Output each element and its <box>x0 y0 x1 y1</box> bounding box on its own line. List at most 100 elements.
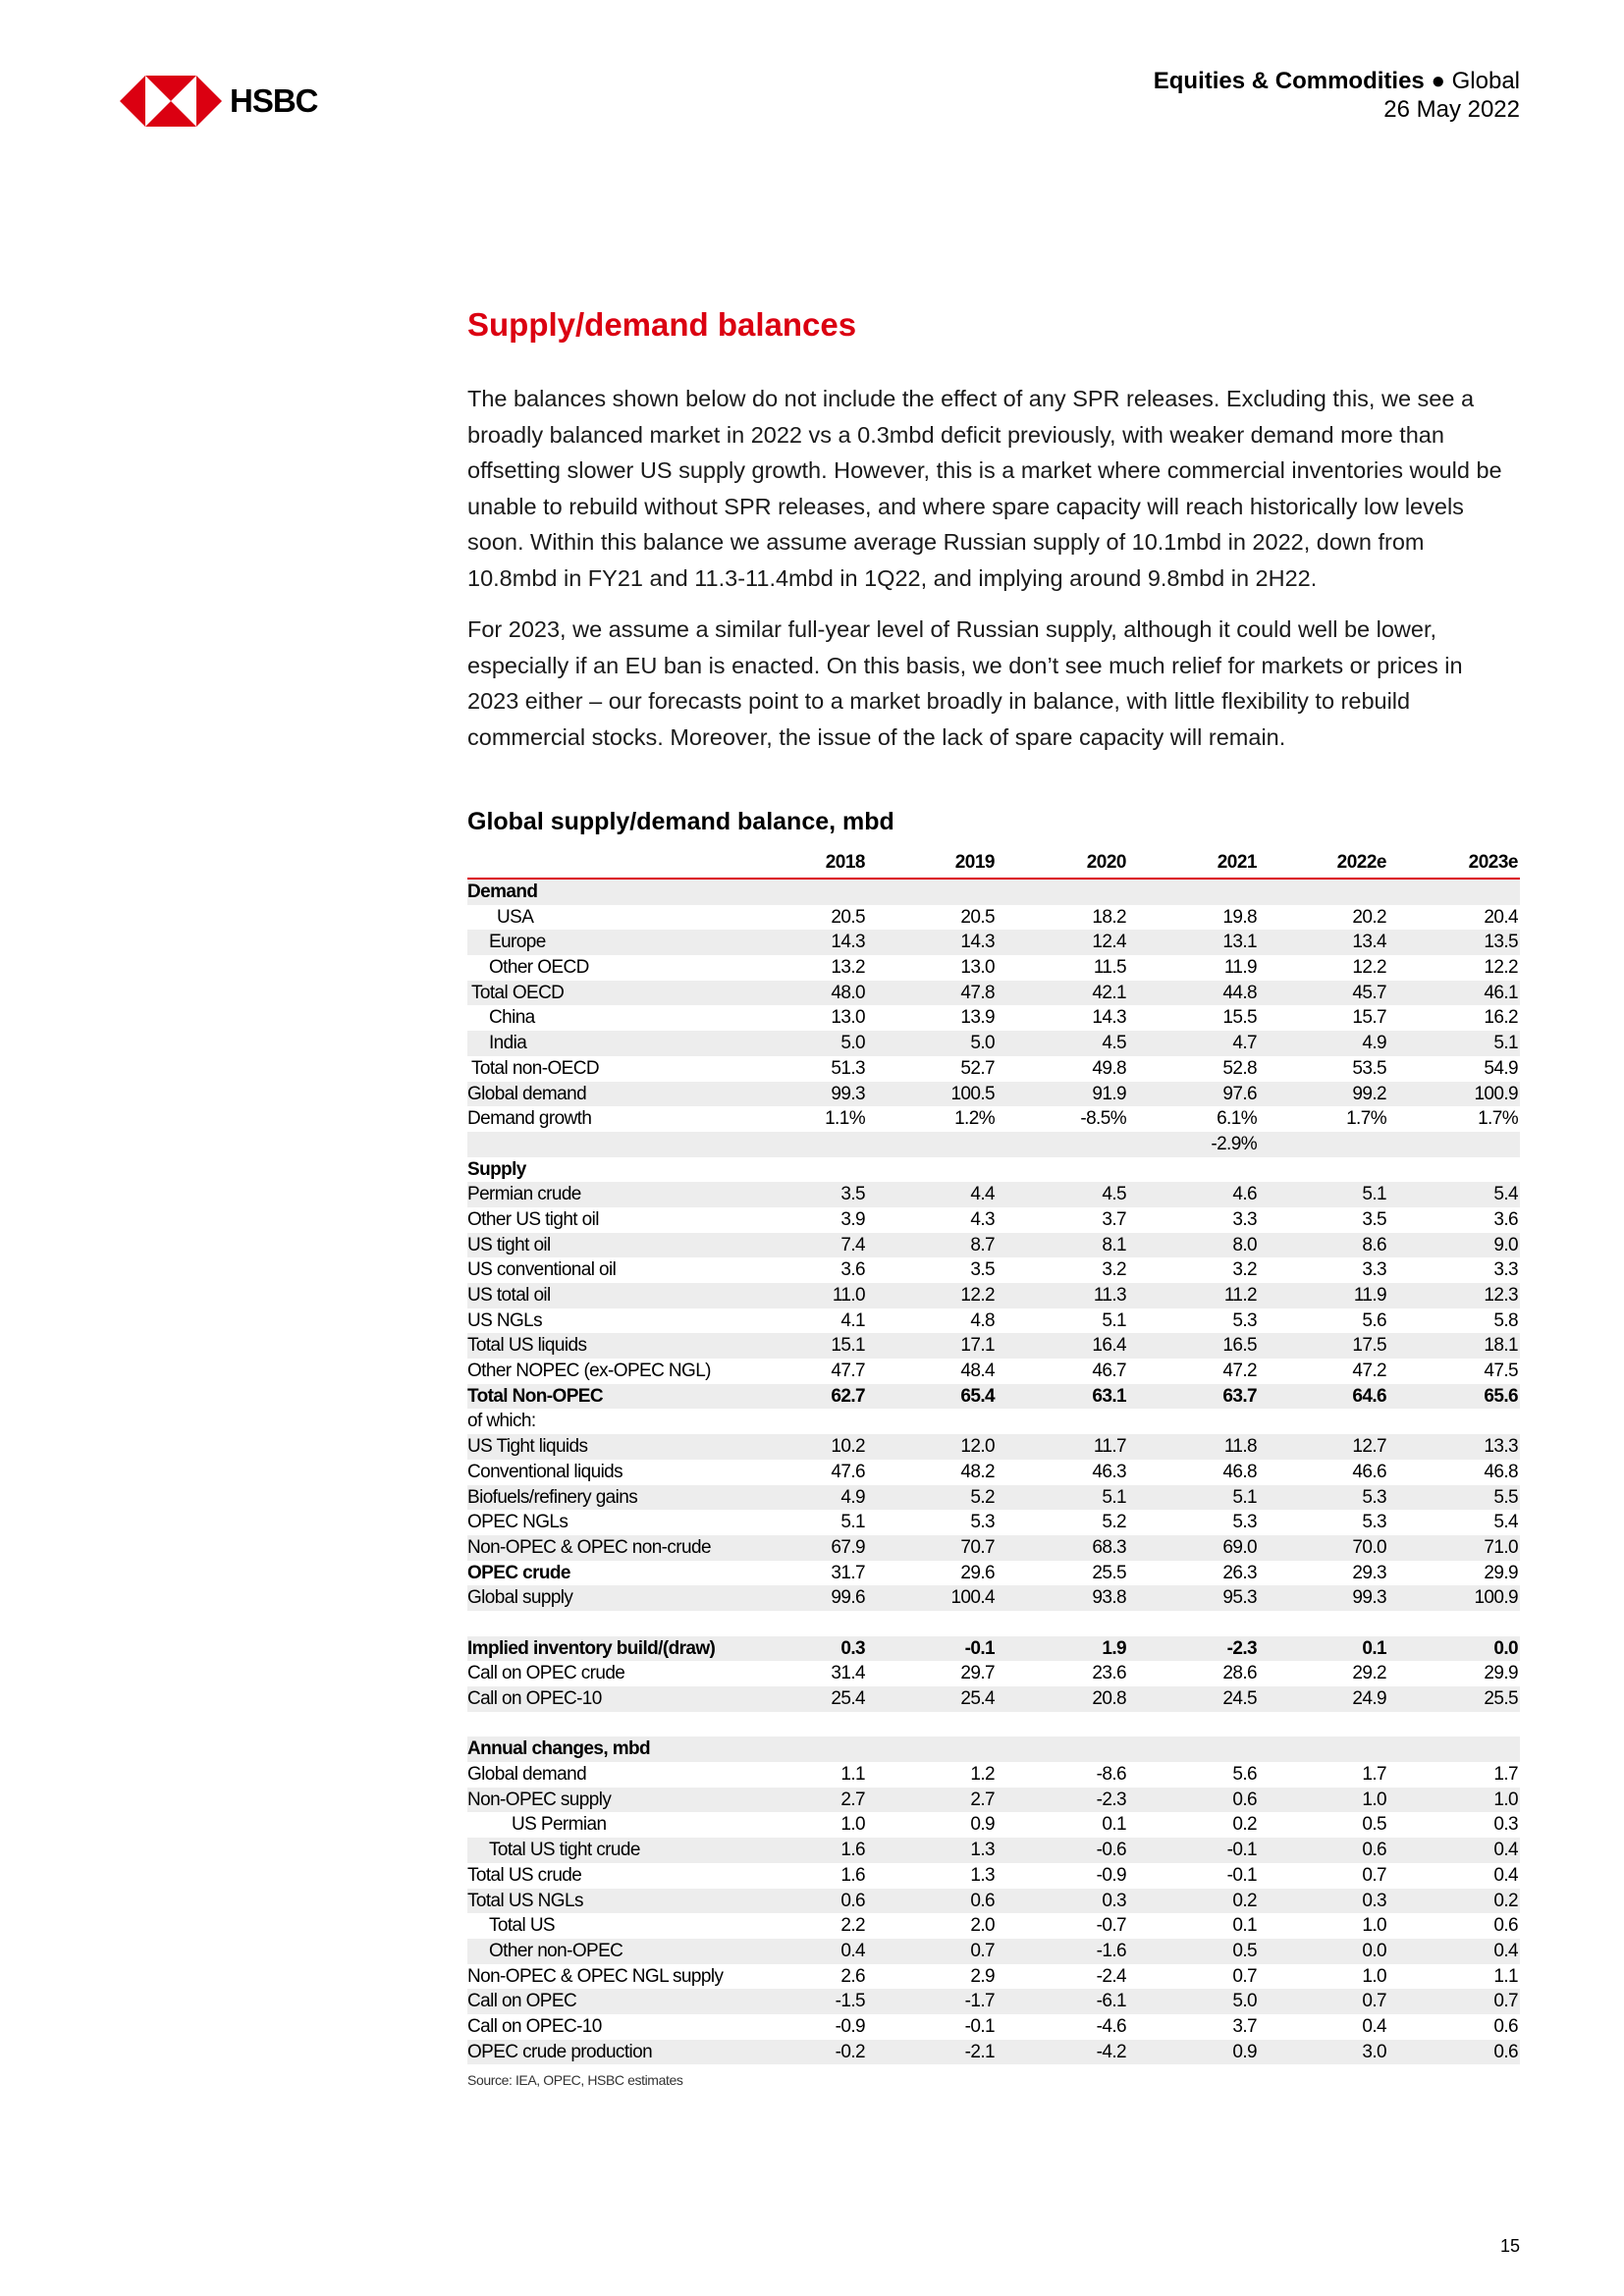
cell-value: 99.3 <box>1352 1587 1386 1609</box>
cell-value: 11.3 <box>1093 1285 1127 1306</box>
region-label: Global <box>1451 68 1520 94</box>
row-label: US tight oil <box>467 1234 551 1255</box>
cell-value: -6.1 <box>1096 1991 1127 2012</box>
table-row: Total Non-OPEC 62.7 65.4 63.1 63.7 64.6 65.6 <box>467 1383 1520 1410</box>
cell-value: 25.4 <box>831 1688 865 1709</box>
row-label: Biofuels/refinery gains <box>467 1486 638 1508</box>
cell-value: -4.2 <box>1096 2041 1127 2062</box>
cell-value: 4.9 <box>840 1486 865 1508</box>
cell-value: -1.7 <box>964 1991 996 2012</box>
cell-value: 48.2 <box>960 1461 995 1482</box>
cell-value: 6.1% <box>1217 1108 1258 1130</box>
cell-value: 1.1 <box>1493 1965 1518 1987</box>
cell-value: 8.0 <box>1232 1234 1257 1255</box>
cell-value: 5.0 <box>840 1033 865 1054</box>
cell-value: 29.9 <box>1484 1562 1518 1583</box>
row-label: China <box>489 1007 535 1029</box>
cell-value: 16.2 <box>1484 1007 1518 1029</box>
table-header: 2018 2019 2020 2021 2022e 2023e <box>467 850 1520 881</box>
cell-value: 3.3 <box>1362 1259 1386 1281</box>
cell-value: 49.8 <box>1092 1057 1126 1079</box>
cell-value: 47.2 <box>1222 1361 1257 1382</box>
table-row: Call on OPEC crude 31.4 29.7 23.6 28.6 29.2 29… <box>467 1661 1520 1686</box>
table-row: OPEC crude production -0.2 -2.1 -4.2 0.9 3.0 0… <box>467 2039 1520 2065</box>
cell-value: 14.3 <box>960 932 995 953</box>
cell-value: 5.8 <box>1493 1309 1518 1331</box>
cell-value: 47.2 <box>1352 1361 1386 1382</box>
paragraph: For 2023, we assume a similar full-year … <box>467 616 1463 750</box>
cell-value: 1.0 <box>1362 1789 1386 1810</box>
cell-value: 11.7 <box>1093 1436 1127 1458</box>
table-row: Europe 14.3 14.3 12.4 13.1 13.4 13.5 <box>467 930 1520 956</box>
cell-value: 1.3 <box>970 1864 995 1886</box>
row-label: Other non-OPEC <box>489 1940 623 1961</box>
brand-name: HSBC <box>230 82 319 119</box>
cell-value: 48.4 <box>960 1361 995 1382</box>
cell-value: 3.7 <box>1232 2015 1257 2037</box>
page-number: 15 <box>1499 2236 1520 2256</box>
cell-value: 4.3 <box>970 1208 995 1230</box>
cell-value: 3.7 <box>1102 1208 1126 1230</box>
cell-value: 52.8 <box>1222 1057 1257 1079</box>
cell-value: 47.8 <box>960 982 995 1003</box>
cell-value: 5.6 <box>1362 1309 1386 1331</box>
table-row: Implied inventory build/(draw) 0.3 -0.1 1.9… <box>467 1635 1520 1662</box>
cell-value: 13.4 <box>1352 932 1386 953</box>
table-row: China 13.0 13.9 14.3 15.5 15.7 16.2 <box>467 1005 1520 1031</box>
cell-value: 5.1 <box>1362 1184 1386 1205</box>
table-row: Non-OPEC & OPEC non-crude 67.9 70.7 68.3 69.… <box>467 1534 1520 1561</box>
row-label: Supply <box>467 1158 526 1180</box>
cell-value: 15.1 <box>831 1335 865 1357</box>
cell-value: 23.6 <box>1092 1663 1126 1684</box>
row-label: Europe <box>489 932 546 953</box>
cell-value: -8.6 <box>1096 1764 1127 1786</box>
cell-value: 5.1 <box>1493 1033 1518 1054</box>
table-row: Global supply 99.6 100.4 93.8 95.3 99.3 100.9 <box>467 1585 1520 1611</box>
table-row: Call on OPEC -1.5 -1.7 -6.1 5.0 0.7 0.7 <box>467 1989 1520 2014</box>
row-label: Non-OPEC & OPEC non-crude <box>467 1536 712 1558</box>
cell-value: 5.5 <box>1493 1486 1518 1508</box>
cell-value: -0.9 <box>835 2015 866 2037</box>
cell-value: 46.3 <box>1092 1461 1126 1482</box>
cell-value: 5.4 <box>1493 1184 1518 1205</box>
cell-value: 11.9 <box>1353 1285 1387 1306</box>
cell-value: 46.1 <box>1484 982 1518 1003</box>
cell-value: 47.6 <box>831 1461 865 1482</box>
cell-value: 24.5 <box>1222 1688 1257 1709</box>
cell-value: 3.3 <box>1232 1208 1257 1230</box>
cell-value: 93.8 <box>1092 1587 1126 1609</box>
table-row: Biofuels/refinery gains 4.9 5.2 5.1 5.1 5.3 5.… <box>467 1484 1520 1511</box>
cell-value: -8.5% <box>1080 1108 1126 1130</box>
cell-value: 46.6 <box>1352 1461 1386 1482</box>
cell-value: 17.5 <box>1352 1335 1386 1357</box>
cell-value: -4.6 <box>1096 2015 1127 2037</box>
cell-value: 46.8 <box>1484 1461 1518 1482</box>
cell-value: 2.2 <box>840 1915 865 1937</box>
row-label: Call on OPEC crude <box>467 1663 625 1684</box>
column-header: 2021 <box>1217 852 1258 873</box>
cell-value: 31.7 <box>831 1562 865 1583</box>
cell-value: 46.8 <box>1222 1461 1257 1482</box>
cell-value: 13.9 <box>960 1007 995 1029</box>
cell-value: 12.4 <box>1092 932 1126 953</box>
cell-value: 3.6 <box>840 1259 865 1281</box>
cell-value: 63.7 <box>1222 1385 1257 1407</box>
cell-value: 62.7 <box>831 1385 865 1407</box>
cell-value: 0.2 <box>1493 1890 1518 1911</box>
cell-value: 4.5 <box>1102 1033 1126 1054</box>
cell-value: 0.4 <box>1493 1840 1518 1861</box>
cell-value: 0.7 <box>1232 1965 1257 1987</box>
cell-value: 18.1 <box>1484 1335 1518 1357</box>
cell-value: 5.1 <box>1102 1486 1126 1508</box>
cell-value: 0.4 <box>840 1940 865 1961</box>
table-row: Call on OPEC-10 25.4 25.4 20.8 24.5 24.9 25.5 <box>467 1686 1520 1712</box>
cell-value: -1.5 <box>835 1991 866 2012</box>
cell-value: 10.2 <box>831 1436 865 1458</box>
cell-value: 5.3 <box>970 1512 995 1533</box>
row-label: US total oil <box>467 1285 551 1306</box>
cell-value: -0.2 <box>835 2041 866 2062</box>
column-header: 2018 <box>825 852 866 873</box>
table-row: US conventional oil 3.6 3.5 3.2 3.2 3.3 3.3 <box>467 1257 1520 1283</box>
cell-value: 20.4 <box>1484 906 1518 928</box>
cell-value: 4.5 <box>1102 1184 1126 1205</box>
